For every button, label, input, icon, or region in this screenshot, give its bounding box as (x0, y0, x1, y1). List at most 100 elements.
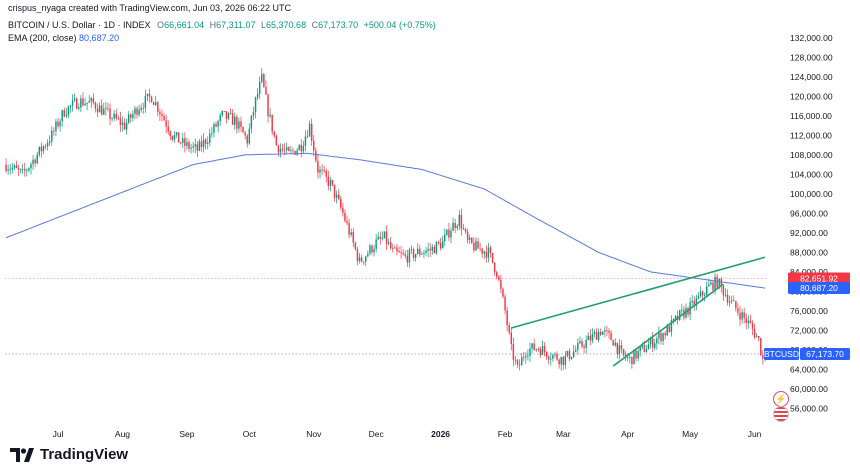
candle-body (637, 351, 639, 359)
candle-body (429, 248, 431, 251)
candle-body (633, 350, 635, 365)
candle (113, 109, 115, 121)
candle (496, 270, 498, 280)
candle-body (13, 165, 16, 168)
candle (516, 359, 519, 368)
candle-body (119, 118, 122, 126)
candle-body (362, 261, 365, 263)
candle-body (681, 309, 683, 311)
candle-body (762, 355, 764, 359)
candle (157, 100, 159, 117)
candle-body (539, 349, 542, 355)
candle-body (454, 222, 456, 229)
candle (371, 244, 373, 256)
candle-body (44, 146, 47, 148)
candle-body (510, 332, 513, 344)
candle-body (273, 131, 275, 136)
candle (138, 104, 140, 117)
candle (263, 72, 265, 88)
candle-body (387, 242, 390, 244)
candle-body (392, 248, 394, 250)
candle-body (277, 145, 280, 153)
candle (473, 237, 475, 253)
candle-body (629, 356, 631, 358)
candle (581, 338, 583, 349)
candle (90, 96, 93, 108)
candle-body (414, 254, 417, 258)
candle-body (177, 132, 180, 143)
candle (105, 102, 107, 116)
candle-body (286, 147, 288, 151)
candle (119, 111, 122, 132)
candle-body (460, 214, 463, 229)
candle-body (712, 282, 714, 291)
candle (273, 130, 275, 138)
candle-body (148, 93, 151, 97)
tradingview-logo[interactable]: TradingView (10, 446, 128, 463)
candle-body (527, 355, 529, 357)
candle-body (59, 121, 61, 127)
candle (525, 352, 527, 364)
candle-body (697, 296, 700, 299)
candle-body (134, 108, 136, 115)
candle (71, 94, 74, 112)
candle (749, 314, 752, 324)
candle (117, 115, 120, 120)
candle (348, 218, 350, 239)
candle (67, 105, 70, 119)
candle-body (566, 350, 569, 356)
candle-body (288, 147, 290, 151)
candle-body (475, 241, 477, 251)
candle (406, 249, 409, 267)
candle-body (358, 257, 361, 261)
candle-body (400, 252, 402, 254)
candle (535, 348, 537, 353)
candle (206, 136, 209, 150)
candle (398, 246, 400, 253)
candle-body (466, 231, 469, 241)
candle (575, 345, 577, 353)
candle (539, 346, 542, 358)
candle (564, 351, 567, 369)
candle (529, 342, 531, 362)
candle-body (340, 198, 342, 208)
candle-body (441, 241, 444, 249)
candle (182, 132, 184, 149)
candle-body (379, 236, 382, 239)
candle-body (182, 138, 184, 143)
candle-body (263, 74, 265, 88)
candle (639, 346, 641, 357)
candle (514, 355, 517, 365)
candle (587, 332, 589, 341)
candle-body (157, 102, 159, 112)
last-price-label-text: 67,173.70 (806, 349, 844, 359)
candle (373, 244, 375, 257)
candle-body (171, 136, 174, 140)
candle (591, 328, 594, 344)
ema-legend[interactable]: EMA (200, close) 80,687.20 (8, 33, 119, 43)
candle-body (217, 121, 219, 127)
candle (344, 209, 346, 223)
candle (313, 134, 315, 157)
candle-body (165, 120, 167, 127)
candle (94, 101, 97, 113)
candle (417, 243, 419, 255)
candle (48, 135, 51, 147)
candle-body (760, 338, 762, 356)
candle (350, 228, 352, 237)
candle-body (240, 121, 242, 127)
lightning-icon[interactable]: ⚡ (773, 391, 789, 407)
candle-body (298, 144, 300, 151)
candle-body (471, 237, 473, 244)
candle (664, 330, 666, 340)
candle-body (30, 164, 32, 169)
candle (167, 120, 169, 136)
candle (256, 88, 259, 101)
us-flag-icon[interactable] (773, 406, 789, 422)
candle (498, 275, 500, 282)
candle-body (739, 312, 741, 320)
candle (483, 250, 485, 260)
candle (46, 139, 49, 151)
candle-body (275, 135, 278, 146)
